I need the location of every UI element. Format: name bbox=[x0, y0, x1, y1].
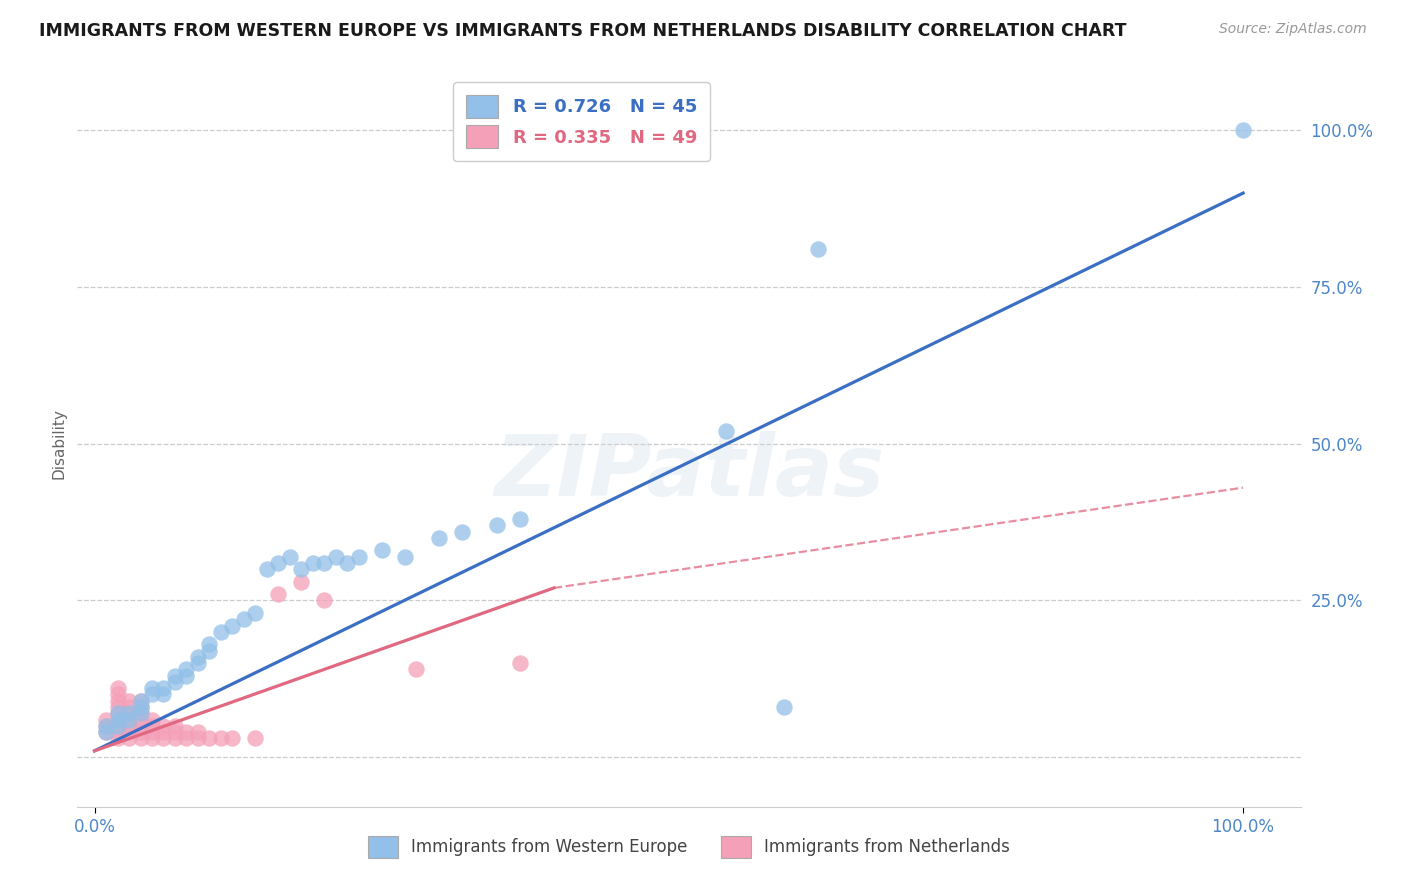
Point bbox=[107, 706, 129, 721]
Point bbox=[107, 700, 129, 714]
Point bbox=[118, 731, 141, 746]
Point bbox=[94, 719, 117, 733]
Point bbox=[176, 731, 198, 746]
Point bbox=[176, 668, 198, 682]
Point bbox=[176, 725, 198, 739]
Point bbox=[290, 562, 312, 576]
Point bbox=[118, 694, 141, 708]
Point bbox=[405, 662, 427, 676]
Point bbox=[129, 719, 152, 733]
Point bbox=[152, 719, 174, 733]
Point bbox=[176, 662, 198, 676]
Point bbox=[107, 706, 129, 721]
Point bbox=[347, 549, 370, 564]
Point bbox=[141, 719, 163, 733]
Point bbox=[209, 731, 232, 746]
Point bbox=[267, 587, 290, 601]
Point bbox=[314, 593, 336, 607]
Point bbox=[107, 713, 129, 727]
Point bbox=[107, 688, 129, 702]
Point bbox=[209, 624, 232, 639]
Text: Source: ZipAtlas.com: Source: ZipAtlas.com bbox=[1219, 22, 1367, 37]
Point bbox=[221, 731, 243, 746]
Point bbox=[314, 556, 336, 570]
Point bbox=[163, 668, 186, 682]
Point bbox=[509, 512, 531, 526]
Text: ZIPatlas: ZIPatlas bbox=[494, 432, 884, 515]
Point bbox=[394, 549, 416, 564]
Point bbox=[716, 424, 738, 438]
Point bbox=[129, 706, 152, 721]
Text: IMMIGRANTS FROM WESTERN EUROPE VS IMMIGRANTS FROM NETHERLANDS DISABILITY CORRELA: IMMIGRANTS FROM WESTERN EUROPE VS IMMIGR… bbox=[39, 22, 1126, 40]
Point bbox=[336, 556, 359, 570]
Point bbox=[198, 643, 221, 657]
Point bbox=[325, 549, 347, 564]
Point bbox=[118, 725, 141, 739]
Point bbox=[267, 556, 290, 570]
Point bbox=[198, 637, 221, 651]
Point bbox=[163, 731, 186, 746]
Point bbox=[152, 681, 174, 696]
Point bbox=[118, 719, 141, 733]
Point bbox=[141, 713, 163, 727]
Point bbox=[141, 681, 163, 696]
Point bbox=[187, 656, 209, 670]
Point bbox=[245, 731, 267, 746]
Point bbox=[427, 531, 450, 545]
Point bbox=[163, 719, 186, 733]
Point bbox=[187, 649, 209, 664]
Point bbox=[141, 731, 163, 746]
Point bbox=[163, 725, 186, 739]
Point bbox=[129, 694, 152, 708]
Point bbox=[278, 549, 301, 564]
Point bbox=[94, 719, 117, 733]
Point bbox=[94, 725, 117, 739]
Point bbox=[118, 713, 141, 727]
Point bbox=[129, 731, 152, 746]
Point bbox=[107, 731, 129, 746]
Point bbox=[118, 700, 141, 714]
Point bbox=[107, 694, 129, 708]
Point bbox=[290, 574, 312, 589]
Point bbox=[107, 719, 129, 733]
Point bbox=[163, 674, 186, 689]
Point bbox=[807, 243, 830, 257]
Point bbox=[451, 524, 474, 539]
Point bbox=[1232, 123, 1254, 137]
Point bbox=[129, 700, 152, 714]
Point bbox=[245, 606, 267, 620]
Point bbox=[152, 725, 174, 739]
Point bbox=[129, 706, 152, 721]
Point bbox=[232, 612, 254, 626]
Point bbox=[107, 681, 129, 696]
Legend: Immigrants from Western Europe, Immigrants from Netherlands: Immigrants from Western Europe, Immigran… bbox=[361, 830, 1017, 864]
Point bbox=[221, 618, 243, 632]
Point bbox=[118, 713, 141, 727]
Point bbox=[152, 688, 174, 702]
Point bbox=[187, 731, 209, 746]
Point bbox=[370, 543, 392, 558]
Point bbox=[152, 731, 174, 746]
Point bbox=[301, 556, 323, 570]
Point bbox=[256, 562, 278, 576]
Point bbox=[107, 725, 129, 739]
Point bbox=[129, 713, 152, 727]
Point bbox=[129, 725, 152, 739]
Point bbox=[118, 706, 141, 721]
Point bbox=[94, 725, 117, 739]
Point bbox=[129, 694, 152, 708]
Point bbox=[198, 731, 221, 746]
Point bbox=[485, 518, 508, 533]
Point bbox=[107, 713, 129, 727]
Point bbox=[118, 706, 141, 721]
Point bbox=[129, 700, 152, 714]
Point bbox=[141, 725, 163, 739]
Point bbox=[141, 688, 163, 702]
Point bbox=[509, 656, 531, 670]
Point bbox=[94, 713, 117, 727]
Y-axis label: Disability: Disability bbox=[51, 409, 66, 479]
Point bbox=[107, 719, 129, 733]
Point bbox=[772, 700, 794, 714]
Point bbox=[187, 725, 209, 739]
